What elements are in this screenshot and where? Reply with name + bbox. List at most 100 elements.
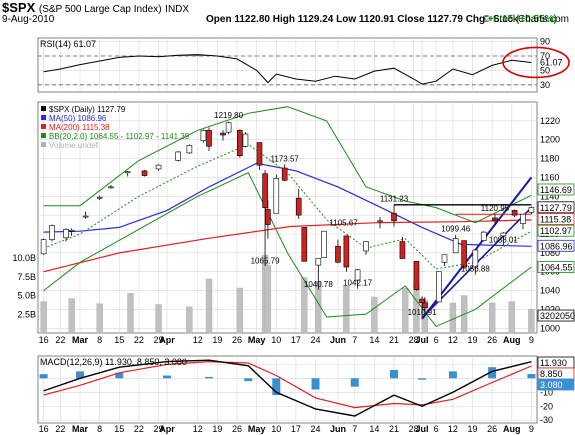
x-axis-tick-label: 26 [232,335,242,345]
candle-body [480,231,487,241]
candle-body [461,240,467,268]
price-annotation: 1173.57 [271,155,300,164]
x-axis-tick-label: Apr [159,335,175,345]
quote-bar: 9-Aug-2010 Open 1122.80 High 1129.24 Low… [2,14,568,26]
candle-body [422,302,428,308]
price-annotation: 1131.23 [380,195,409,204]
price-tick-label: 1180 [540,154,559,164]
x-axis-tick-label: 8 [97,424,102,434]
macd-line [43,359,532,417]
rsi-line [43,54,532,85]
symbol: $SPX [2,0,36,15]
x-axis-tick-label: 12 [448,424,458,434]
right-value-label: 3202050 [540,311,575,321]
candle-body [321,230,327,258]
x-axis-tick-label: 15 [114,424,124,434]
price-tick-label: 1160 [540,172,559,182]
price-tick-label: 1000 [540,323,560,333]
macd-histogram-bar [76,371,85,379]
right-value-box [537,213,575,225]
price-annotation: 1040.78 [304,280,333,289]
volume-tick-label: 7.5B [17,272,36,282]
volume-bar [68,298,75,334]
candle-body [354,269,361,281]
macd-histogram-bar [350,378,359,387]
price-series-bb-upper [43,106,532,224]
volume-bar [508,301,515,334]
legend-swatch [41,124,46,129]
x-axis-tick-label: 7 [352,424,357,434]
rsi-tick-label: 90 [540,37,550,47]
candle-body [399,241,406,259]
high-label: High [272,14,295,25]
x-axis-tick-label: 22 [134,335,144,345]
x-axis-tick-label: 12 [193,335,203,345]
legend-swatch [41,106,46,111]
x-axis-tick-label: 10 [271,335,281,345]
volume-bar [186,306,193,334]
volume-bar [528,308,535,334]
candle-body [528,207,535,213]
candle-body [175,151,181,161]
candle-body [301,227,308,262]
price-series-bb-mid [43,143,532,270]
macd-title: MACD(12,26,9) 11.930, 8.850, 3.080 [40,357,187,367]
candle-body [500,232,507,237]
right-value-label: 1086.96 [540,241,573,251]
price-tick-label: 1140 [540,191,559,201]
price-tick-label: 1040 [540,286,560,296]
price-annotation: 1120.95 [481,204,510,213]
low-value: 1120.91 [358,14,395,25]
candle-body [419,298,425,304]
candle-body [273,178,280,214]
candle-body [295,197,302,216]
candle-body [155,164,162,170]
x-axis-tick-label: 19 [212,335,222,345]
x-axis-tick-label: 9 [529,335,534,345]
x-axis-tick-label: 12 [448,335,458,345]
legend-swatch [41,133,46,138]
x-axis-tick-label: 26 [232,424,242,434]
right-value-box [537,183,575,196]
price-annotation: 1099.46 [441,225,470,234]
price-pane [37,101,538,334]
macd-tick-label: -10 [540,387,553,397]
right-value-label: 1127.79 [540,203,572,213]
candle-body [281,167,288,181]
rsi-pane [37,37,538,93]
x-axis-tick-label: 7 [352,335,357,345]
right-value-box [537,224,575,237]
x-axis-tick-label: 26 [487,335,497,345]
macd-value-label: 11.930 [540,358,567,368]
candle-body [141,170,148,176]
candle-body [186,145,193,154]
candle-body [377,220,383,223]
legend-entry: MA(50) 1086.96 [49,114,107,123]
volume-bar [155,304,162,334]
quote-values: Open 1122.80 High 1129.24 Low 1120.91 Cl… [206,14,557,25]
price-tick-label: 1200 [540,135,560,145]
price-series-ma-200- [43,219,532,273]
price-annotation: 1042.17 [343,279,372,288]
candle-body [413,261,420,290]
open-value: 1122.80 [234,14,270,25]
open-label: Open [206,14,232,25]
x-axis-tick-label: Mar [72,424,89,434]
candle-body [225,122,232,133]
price-annotation: 1219.80 [214,111,243,120]
candle-body [63,228,69,239]
x-axis-tick-label: 29 [154,424,164,434]
right-value-label: 1115.38 [540,214,571,224]
x-axis-tick-label: 22 [134,424,144,434]
x-axis-tick-label: 17 [291,335,301,345]
rsi-tick-label: 70 [540,51,550,61]
candle-body [452,238,459,254]
volume-tick-label: 10.0B [12,253,36,263]
annotation-circle [502,46,570,79]
volume-bar [96,303,103,334]
x-axis-tick-label: 24 [311,424,321,434]
x-axis-tick-label: 15 [114,335,124,345]
x-axis-tick-label: 28 [409,335,419,345]
low-label: Low [336,14,357,25]
